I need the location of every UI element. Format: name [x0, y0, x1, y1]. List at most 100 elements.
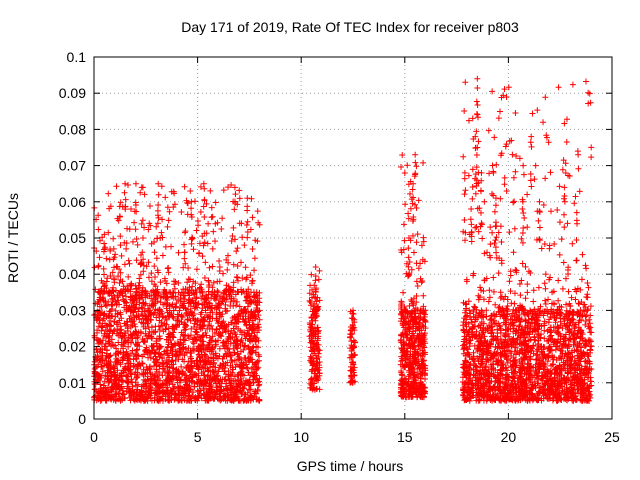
data-point [558, 236, 565, 243]
data-point [230, 287, 237, 294]
data-point [408, 266, 415, 273]
data-point [122, 366, 129, 373]
data-point [180, 341, 187, 348]
data-point [162, 382, 169, 389]
data-point [187, 187, 194, 194]
data-point [236, 303, 243, 310]
data-point [216, 353, 223, 360]
data-point [251, 370, 258, 377]
data-point [212, 297, 219, 304]
data-point [182, 332, 189, 339]
data-point [588, 144, 595, 151]
data-point [132, 369, 139, 376]
data-point [541, 327, 548, 334]
data-point [152, 323, 159, 330]
data-point [120, 339, 127, 346]
data-point [187, 353, 194, 360]
data-point [227, 288, 234, 295]
data-point [94, 327, 101, 334]
data-point [204, 303, 211, 310]
data-point [417, 307, 424, 314]
data-point [311, 348, 318, 355]
data-point [195, 372, 202, 379]
data-point [124, 325, 131, 332]
data-point [570, 335, 577, 342]
data-point [134, 386, 141, 393]
data-point [128, 280, 135, 287]
data-point [489, 229, 496, 236]
data-point [127, 288, 134, 295]
data-point [112, 359, 119, 366]
data-point [214, 372, 221, 379]
data-point [164, 350, 171, 357]
data-point [229, 233, 236, 240]
data-point [542, 297, 549, 304]
data-point [137, 189, 144, 196]
data-point [197, 358, 204, 365]
data-point [229, 364, 236, 371]
data-point [189, 235, 196, 242]
data-point [168, 188, 175, 195]
data-point [583, 265, 590, 272]
data-point [469, 184, 476, 191]
data-point [230, 377, 237, 384]
data-point [308, 347, 315, 354]
data-point [203, 200, 210, 207]
data-point [314, 335, 321, 342]
data-point [107, 247, 114, 254]
data-point [241, 385, 248, 392]
data-point [103, 313, 110, 320]
data-point [254, 329, 261, 336]
data-point [400, 289, 407, 296]
data-point [129, 322, 136, 329]
data-point [144, 369, 151, 376]
data-point [179, 314, 186, 321]
data-point [110, 396, 117, 403]
data-point [140, 256, 147, 263]
data-point [133, 285, 140, 292]
data-point [132, 202, 139, 209]
data-point [209, 263, 216, 270]
data-point [95, 377, 102, 384]
data-point [175, 249, 182, 256]
data-point [221, 376, 228, 383]
data-point [151, 263, 158, 270]
data-point [347, 372, 354, 379]
data-point [244, 303, 251, 310]
data-point [166, 380, 173, 387]
data-point [184, 386, 191, 393]
data-point [183, 197, 190, 204]
data-point [96, 338, 103, 345]
data-point [147, 222, 154, 229]
data-point [240, 288, 247, 295]
data-point [541, 241, 548, 248]
data-point [348, 338, 355, 345]
data-point [208, 214, 215, 221]
data-point [203, 359, 210, 366]
data-point [168, 388, 175, 395]
data-point [236, 380, 243, 387]
data-point [481, 198, 488, 205]
data-point [475, 138, 482, 145]
data-point [155, 351, 162, 358]
data-point [488, 190, 495, 197]
data-point [191, 347, 198, 354]
data-point [347, 345, 354, 352]
data-point [139, 336, 146, 343]
data-point [170, 307, 177, 314]
data-point [219, 215, 226, 222]
data-point [582, 313, 589, 320]
data-point [115, 273, 122, 280]
data-point [587, 303, 594, 310]
data-point [169, 372, 176, 379]
data-point [256, 378, 263, 385]
data-point [232, 342, 239, 349]
data-point [309, 378, 316, 385]
data-point [168, 310, 175, 317]
data-point [252, 376, 259, 383]
data-point [194, 218, 201, 225]
data-point [214, 219, 221, 226]
data-point [194, 331, 201, 338]
data-point [103, 322, 110, 329]
data-point [497, 295, 504, 302]
